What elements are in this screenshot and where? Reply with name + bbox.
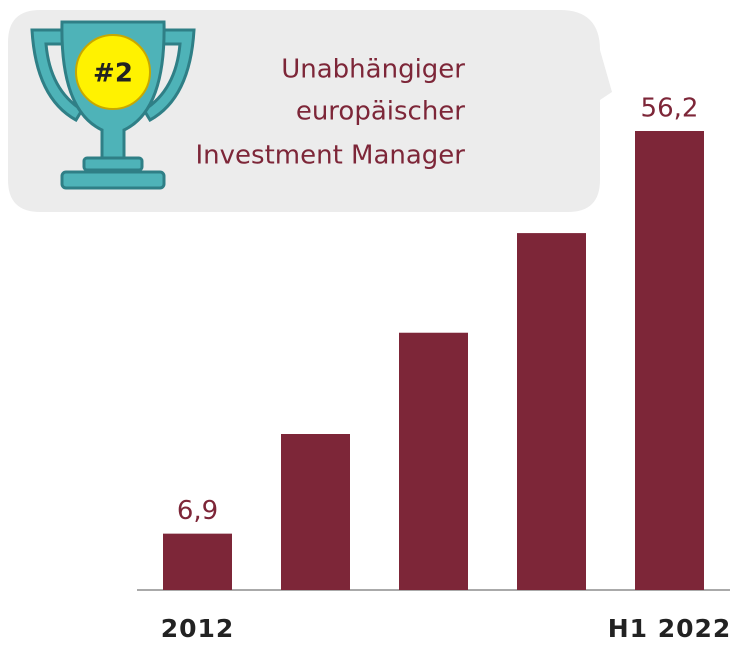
- callout: #2 Unabhängiger europäischer Investment …: [8, 10, 612, 212]
- x-tick-label: 2012: [161, 614, 235, 643]
- badge-text: #2: [93, 59, 133, 89]
- bar: [517, 233, 586, 590]
- value-label: 6,9: [177, 496, 218, 526]
- bar: [281, 434, 350, 590]
- badge-circle: [75, 34, 151, 110]
- bar: [163, 533, 232, 590]
- callout-line: Unabhängiger: [281, 55, 465, 85]
- bar: [635, 131, 704, 590]
- callout-line: Investment Manager: [196, 141, 466, 171]
- value-label: 56,2: [641, 94, 699, 124]
- bar: [399, 332, 468, 590]
- callout-line: europäischer: [296, 97, 465, 127]
- x-tick-label: H1 2022: [608, 614, 730, 643]
